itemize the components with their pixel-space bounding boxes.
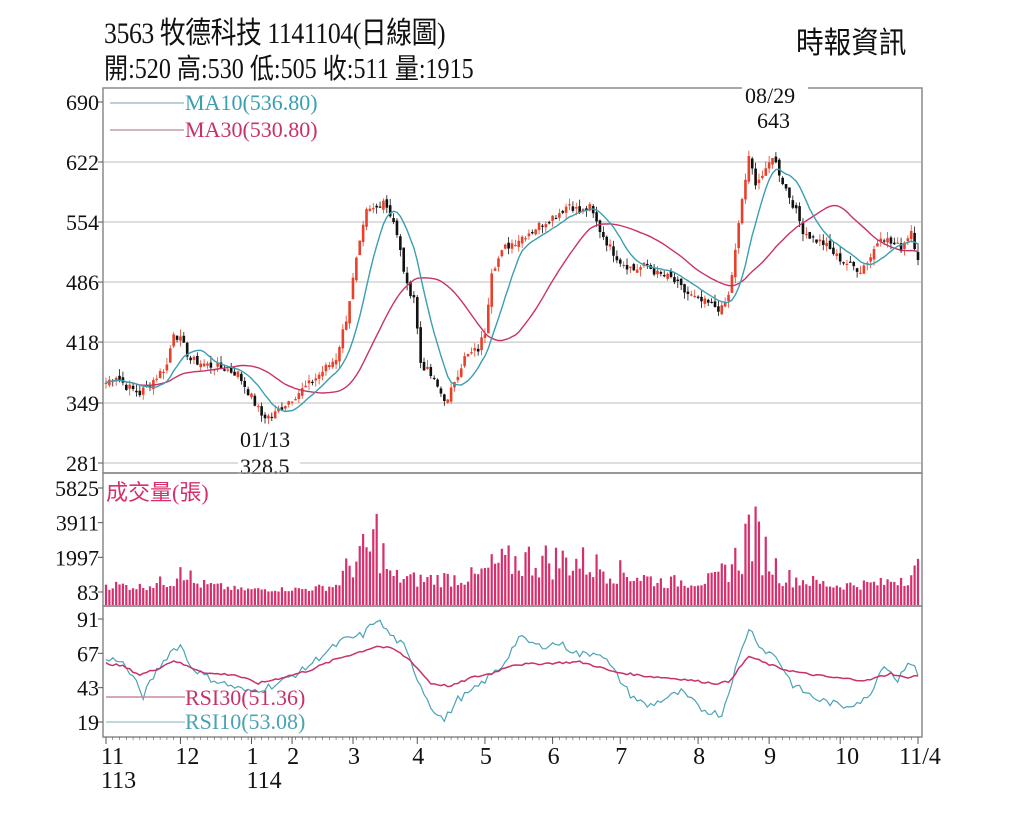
chart-title: 3563 牧德科技 1141104(日線圖) <box>104 17 446 50</box>
x-month-label: 12 <box>175 744 199 770</box>
volume-tick-label: 3911 <box>56 511 99 536</box>
low-annotation: 01/13 328.5 <box>238 427 300 479</box>
x-month-label: 2 <box>287 744 299 770</box>
x-month-label: 8 <box>693 744 705 770</box>
legend-rsi: RSI30(51.36) RSI10(53.08) <box>106 685 305 734</box>
price-tick-label: 554 <box>66 210 99 235</box>
legend-ma10: MA10(536.80) <box>185 90 318 115</box>
ohlc-summary: 開:520 高:530 低:505 收:511 量:1915 <box>104 54 474 85</box>
brand-label: 時報資訊 <box>796 27 907 60</box>
price-tick-label: 486 <box>66 270 99 295</box>
ma30-line <box>105 204 919 394</box>
low-date: 01/13 <box>240 427 290 452</box>
volume-bars <box>104 506 920 605</box>
rsi30-line <box>105 645 919 688</box>
x-month-label: 6 <box>548 744 560 770</box>
volume-tick-label: 1997 <box>55 545 99 570</box>
volume-tick-label: 83 <box>77 580 99 605</box>
high-annotation: 08/29 643 <box>742 83 808 133</box>
volume-tick-label: 5825 <box>55 476 99 501</box>
x-month-label: 10 <box>835 744 859 770</box>
low-value: 328.5 <box>240 454 290 479</box>
price-tick-label: 281 <box>66 451 99 476</box>
rsi-tick-label: 67 <box>77 641 99 666</box>
x-year-label: 114 <box>246 768 281 794</box>
rsi-panel: 91 67 43 19 RSI30(51.36) RSI10(53.08) <box>77 605 923 738</box>
legend-rsi10: RSI10(53.08) <box>185 709 305 734</box>
price-tick-label: 349 <box>66 391 99 416</box>
high-date: 08/29 <box>745 83 795 108</box>
price-panel: 690 622 554 486 418 349 281 MA10(536.80) MA30(… <box>66 83 923 479</box>
price-tick-label: 418 <box>66 330 99 355</box>
rsi-tick-label: 19 <box>77 710 99 735</box>
x-month-label: 9 <box>764 744 776 770</box>
ma10-line <box>105 168 919 413</box>
x-year-label: 113 <box>101 768 136 794</box>
x-month-label: 11 <box>101 744 124 770</box>
legend-ma: MA10(536.80) MA30(530.80) <box>110 90 318 142</box>
x-month-label: 11/4 <box>899 744 941 770</box>
x-month-label: 4 <box>412 744 424 770</box>
volume-panel: 5825 3911 1997 83 成交量(張) <box>55 472 923 607</box>
x-month-label: 7 <box>615 744 627 770</box>
legend-rsi30: RSI30(51.36) <box>185 685 305 710</box>
price-tick-label: 690 <box>66 90 99 115</box>
volume-title: 成交量(張) <box>106 480 209 505</box>
price-tick-label: 622 <box>66 150 99 175</box>
legend-ma30: MA30(530.80) <box>185 117 318 142</box>
high-value: 643 <box>757 108 790 133</box>
rsi-tick-label: 43 <box>77 676 99 701</box>
x-month-label: 3 <box>348 744 360 770</box>
x-month-label: 1 <box>246 744 258 770</box>
x-month-label: 5 <box>480 744 492 770</box>
candlestick-series <box>104 150 920 424</box>
rsi-tick-label: 91 <box>77 607 99 632</box>
